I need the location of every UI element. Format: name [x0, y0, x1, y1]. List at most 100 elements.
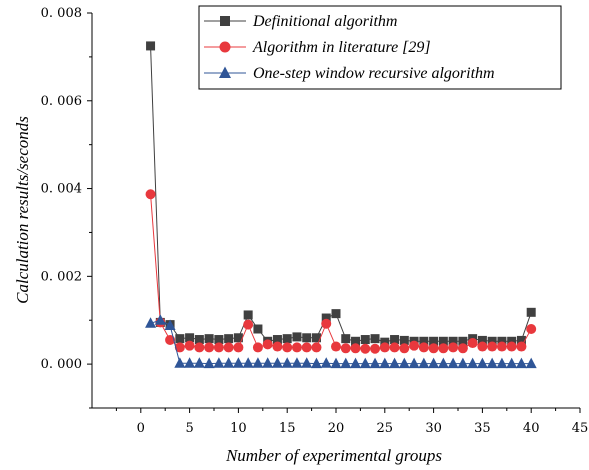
data-point — [321, 318, 332, 329]
legend-entry-1: Algorithm in literature [29] — [204, 39, 431, 56]
data-point — [448, 336, 458, 346]
data-point — [302, 333, 312, 343]
data-point — [233, 342, 244, 353]
x-tick-label: 5 — [185, 421, 193, 436]
data-point — [204, 334, 214, 344]
data-point — [262, 339, 273, 350]
data-point — [525, 357, 537, 369]
data-point — [409, 340, 420, 351]
data-point — [272, 335, 282, 345]
data-point — [340, 343, 351, 354]
data-point — [145, 317, 157, 328]
data-point — [526, 324, 537, 334]
series-line — [150, 319, 532, 365]
data-point — [214, 335, 224, 345]
data-point — [292, 332, 302, 342]
data-point — [310, 357, 322, 369]
data-point — [194, 335, 204, 345]
data-point — [487, 341, 498, 352]
data-point — [437, 357, 449, 369]
data-point — [213, 357, 225, 368]
data-point — [418, 357, 430, 369]
data-point — [398, 357, 410, 369]
data-point — [418, 342, 429, 353]
x-tick-label: 0 — [137, 421, 145, 436]
data-point — [360, 335, 370, 345]
data-point — [526, 307, 536, 317]
y-axis-title: Calculation results/seconds — [13, 116, 32, 304]
data-point — [496, 357, 508, 369]
data-point — [281, 357, 293, 368]
data-point — [331, 309, 341, 319]
x-tick-label: 20 — [328, 421, 345, 436]
data-point — [515, 357, 527, 369]
data-point — [174, 357, 186, 368]
data-point — [204, 342, 215, 353]
data-point — [350, 343, 361, 354]
data-point — [330, 357, 342, 369]
data-point — [516, 341, 527, 352]
data-point — [185, 333, 195, 343]
series-line — [150, 45, 532, 343]
data-point — [184, 340, 195, 351]
data-point — [350, 357, 362, 369]
data-point — [146, 41, 156, 51]
x-tick-label: 10 — [230, 421, 247, 436]
data-point — [193, 357, 205, 368]
data-point — [154, 314, 166, 325]
data-point — [428, 357, 440, 369]
axes: 0. 000 0. 002 0. 004 0. 006 0. 008 0 5 10 15 20 25… — [41, 6, 589, 436]
data-point — [311, 342, 322, 353]
legend-label-2: One-step window recursive algorithm — [253, 65, 495, 82]
data-point — [390, 335, 400, 345]
data-point — [428, 343, 439, 354]
data-point — [232, 357, 244, 368]
x-axis-title: Number of experimental groups — [225, 446, 442, 465]
data-point — [213, 342, 224, 353]
data-point — [476, 357, 488, 369]
data-point — [457, 357, 469, 369]
data-point — [447, 357, 459, 369]
data-point — [389, 342, 400, 353]
data-point — [370, 334, 380, 344]
data-point — [438, 343, 449, 354]
data-point — [516, 335, 526, 345]
data-point — [370, 343, 381, 354]
data-point — [369, 357, 381, 369]
data-point — [331, 341, 341, 352]
data-point — [223, 342, 234, 353]
x-tick-label: 45 — [572, 421, 589, 436]
data-point — [311, 333, 321, 343]
y-tick-label: 0. 002 — [41, 269, 82, 284]
data-point — [340, 357, 352, 369]
data-point — [291, 342, 302, 353]
x-tick-label: 25 — [377, 421, 394, 436]
data-point — [282, 334, 292, 344]
legend: Definitional algorithm Algorithm in lite… — [198, 5, 562, 90]
data-point — [301, 342, 312, 353]
legend-entry-2: One-step window recursive algorithm — [204, 65, 495, 82]
data-point — [320, 357, 332, 368]
y-tick-label: 0. 008 — [41, 6, 82, 21]
data-point — [223, 357, 235, 368]
data-point — [429, 336, 439, 346]
x-tick-label: 35 — [474, 421, 491, 436]
data-point — [272, 341, 283, 352]
data-point — [399, 343, 410, 354]
data-point — [467, 338, 478, 349]
x-tick-label: 15 — [279, 421, 296, 436]
data-point — [506, 341, 517, 352]
data-point — [282, 342, 293, 353]
x-tick-label: 30 — [425, 421, 442, 436]
data-point — [380, 337, 390, 347]
legend-label-1: Algorithm in literature [29] — [252, 39, 431, 56]
data-point — [252, 342, 263, 353]
data-point — [291, 357, 303, 368]
data-point — [438, 336, 448, 346]
data-point — [145, 189, 156, 200]
data-point — [477, 335, 487, 345]
data-point — [360, 343, 371, 354]
data-point — [164, 319, 176, 330]
data-point — [262, 357, 274, 368]
